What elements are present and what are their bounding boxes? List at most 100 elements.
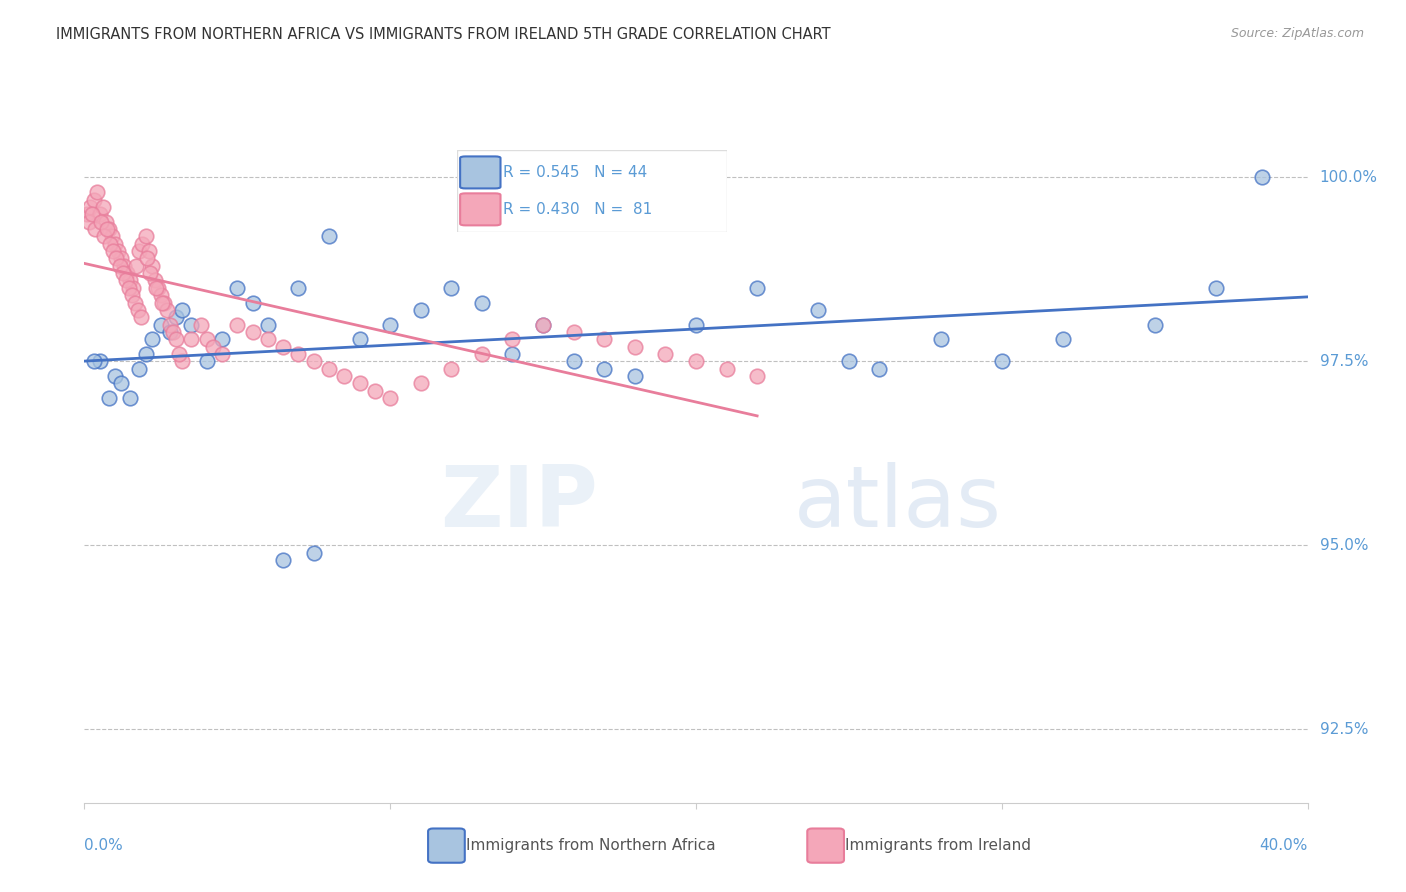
Point [745,281,768,295]
Point [211,347,233,361]
Point [190,318,212,332]
Point [77,214,100,228]
Text: ZIP: ZIP [440,461,598,545]
Point [531,318,554,332]
Point [96,222,118,236]
Point [93,229,115,244]
Point [125,259,148,273]
Point [380,391,402,405]
Point [143,273,166,287]
Point [471,347,494,361]
Point [257,332,280,346]
Point [129,310,152,325]
Point [364,384,387,398]
Point [146,281,169,295]
Point [135,229,157,244]
Point [242,295,264,310]
Point [153,295,176,310]
FancyBboxPatch shape [807,829,844,863]
Point [1250,170,1272,185]
Point [929,332,952,346]
Point [318,361,340,376]
Point [159,318,181,332]
Point [115,266,138,280]
Point [111,266,134,280]
Point [110,252,132,266]
Point [685,354,707,368]
Point [149,318,172,332]
Point [104,236,127,251]
Point [156,302,179,317]
Point [135,347,157,361]
Point [122,281,145,295]
Point [145,281,167,295]
Point [195,354,218,368]
Point [471,295,494,310]
Point [128,361,150,376]
FancyBboxPatch shape [460,156,501,188]
Point [149,288,172,302]
Point [84,222,107,236]
Point [440,281,463,295]
Text: Immigrants from Northern Africa: Immigrants from Northern Africa [465,838,716,853]
Point [172,354,194,368]
Point [172,302,194,317]
Point [807,302,830,317]
Point [624,369,647,384]
FancyBboxPatch shape [460,194,501,226]
Point [89,354,111,368]
Point [90,214,112,228]
Point [1205,281,1227,295]
Point [159,325,181,339]
Point [562,354,585,368]
Point [287,281,309,295]
Point [162,325,184,339]
Text: 40.0%: 40.0% [1260,838,1308,854]
Point [165,332,187,346]
Point [97,391,120,405]
Point [409,376,432,391]
Point [105,252,128,266]
Point [271,340,294,354]
Point [440,361,463,376]
Point [302,546,325,560]
Point [136,252,159,266]
Point [97,222,120,236]
Point [349,332,371,346]
Point [101,229,124,244]
Point [271,553,294,567]
Point [990,354,1012,368]
Text: 95.0%: 95.0% [1320,538,1368,553]
Point [716,361,738,376]
Point [131,236,153,251]
Point [531,318,554,332]
Point [593,332,616,346]
Point [118,281,141,295]
Text: R = 0.545   N = 44: R = 0.545 N = 44 [503,165,647,180]
Point [91,200,114,214]
Point [104,369,127,384]
Point [112,259,135,273]
Point [318,229,340,244]
Point [349,376,371,391]
Point [745,369,768,384]
Text: IMMIGRANTS FROM NORTHERN AFRICA VS IMMIGRANTS FROM IRELAND 5TH GRADE CORRELATION: IMMIGRANTS FROM NORTHERN AFRICA VS IMMIG… [56,27,831,42]
Point [501,332,523,346]
Point [94,214,117,228]
Point [333,369,356,384]
FancyBboxPatch shape [457,150,727,232]
Point [180,318,202,332]
Point [86,185,108,199]
Point [141,332,163,346]
Point [838,354,860,368]
Point [409,302,432,317]
Point [83,354,105,368]
Point [150,295,173,310]
Point [121,288,143,302]
Point [287,347,309,361]
Point [1052,332,1074,346]
Text: 97.5%: 97.5% [1320,354,1368,369]
Point [141,259,163,273]
Point [103,244,125,258]
Point [257,318,280,332]
